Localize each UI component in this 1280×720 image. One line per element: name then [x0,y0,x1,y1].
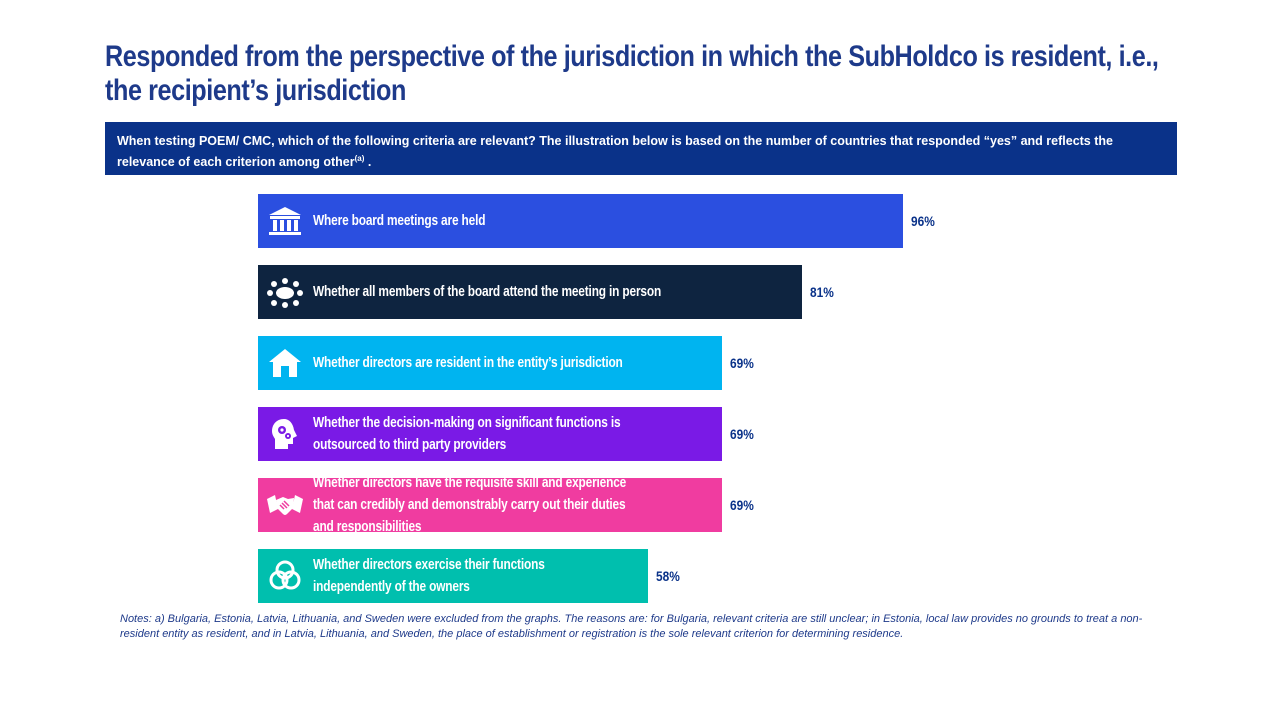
venn-circles-icon [266,557,304,595]
question-banner: When testing POEM/ CMC, which of the fol… [105,122,1177,175]
head-gears-icon [266,415,304,453]
bar-value-label: 69% [730,355,754,371]
footnote-notes: Notes: a) Bulgaria, Estonia, Latvia, Lit… [120,613,1143,640]
house-icon [266,344,304,382]
building-columns-icon [266,202,304,240]
bar-category-label: Whether directors are resident in the en… [313,355,623,371]
bar-category-label: Whether all members of the board attend … [313,284,662,300]
bar-category-label: Where board meetings are held [313,213,486,229]
bar-value-label: 81% [810,284,834,300]
bar-category-label: Whether the decision-making on significa… [313,415,621,453]
meeting-table-icon [266,273,304,311]
bar-value-label: 58% [656,568,680,584]
question-suffix: . [364,155,372,170]
bar-category-label: Whether directors have the requisite ski… [313,475,627,535]
bar-value-label: 96% [911,213,935,229]
chart-bar: Whether directors have the requisite ski… [258,475,722,535]
chart-bar: Whether all members of the board attend … [258,265,802,319]
page-title: Responded from the perspective of the ju… [105,40,1159,108]
question-text: When testing POEM/ CMC, which of the fol… [117,134,1113,170]
page-title-text: Responded from the perspective of the ju… [105,40,1159,107]
chart-bar: Whether directors exercise their functio… [258,549,648,603]
bar-value-label: 69% [730,426,754,442]
question-footnote-marker: (a) [354,154,365,163]
handshake-icon [266,486,304,524]
bar-value-label: 69% [730,497,754,513]
chart-bar: Whether directors are resident in the en… [258,336,722,390]
chart-bar: Where board meetings are held [258,194,903,248]
chart-bar: Whether the decision-making on significa… [258,407,722,461]
bar-category-label: Whether directors exercise their functio… [313,557,545,595]
